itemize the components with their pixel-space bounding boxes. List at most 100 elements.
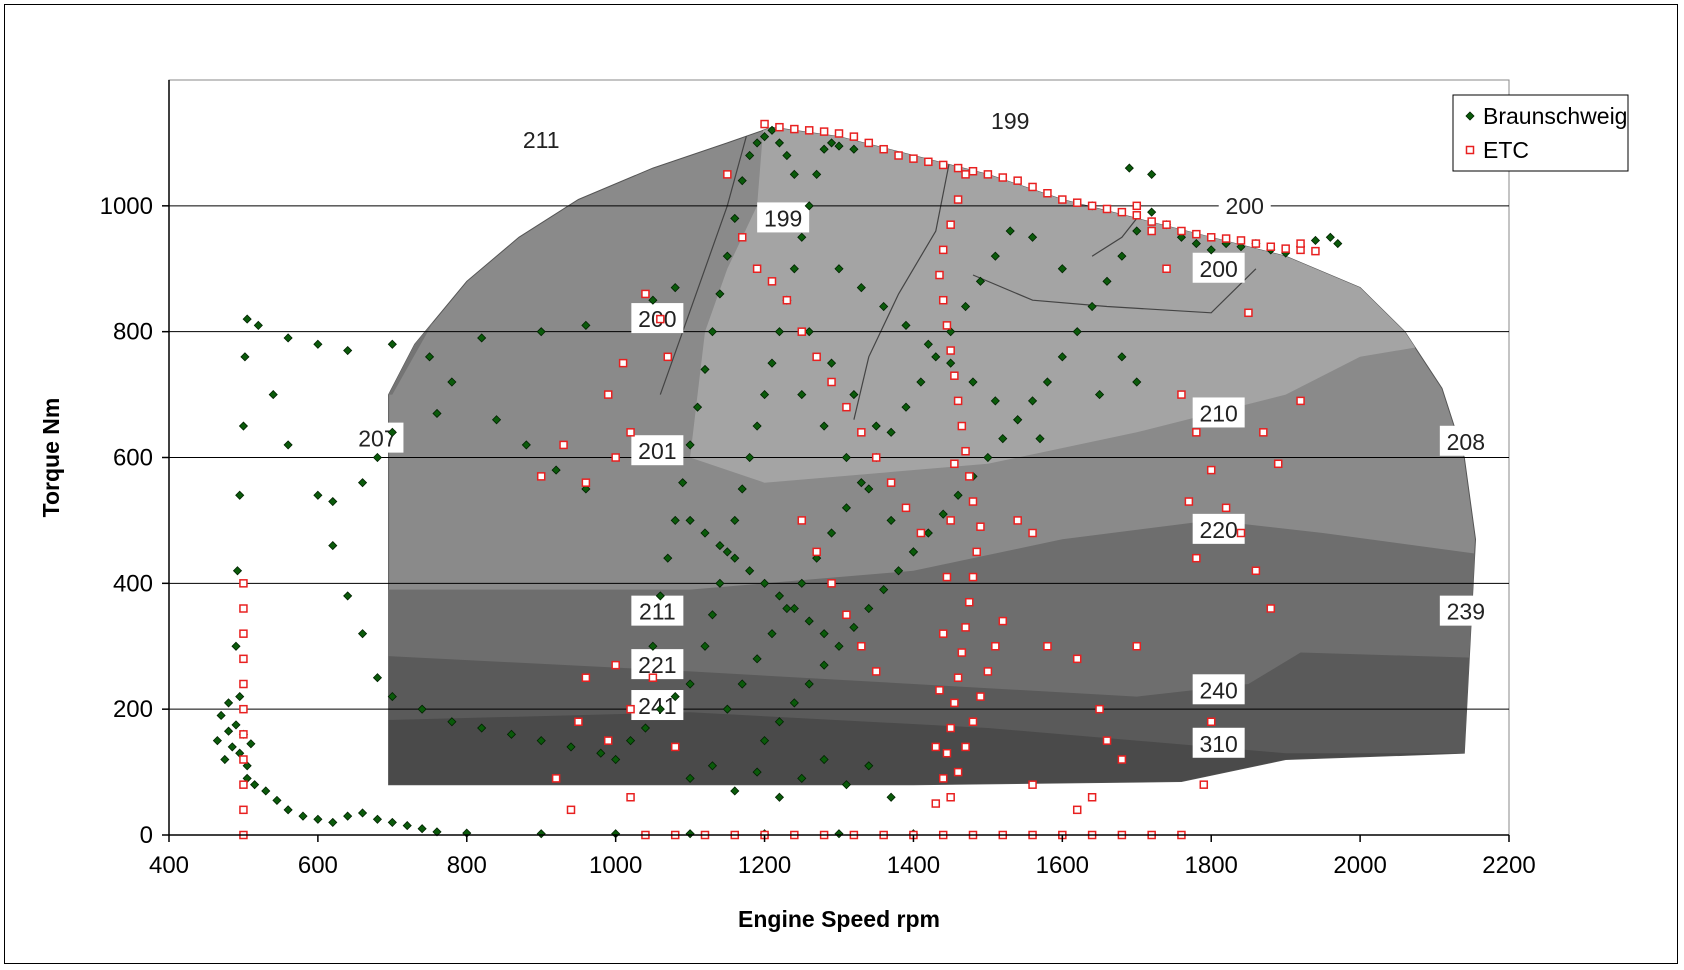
point-braunschweig <box>774 792 785 802</box>
point-braunschweig <box>700 364 710 374</box>
point-braunschweig <box>931 352 941 362</box>
point-etc <box>1147 217 1156 226</box>
point-braunschweig <box>596 748 606 758</box>
point-etc <box>797 327 807 336</box>
point-braunschweig <box>759 390 770 400</box>
point-braunschweig <box>678 478 688 488</box>
point-etc <box>239 579 248 588</box>
point-etc <box>961 742 970 752</box>
contour-label: 239 <box>1447 599 1485 625</box>
contour-label: 211 <box>523 127 560 153</box>
point-braunschweig <box>864 603 874 614</box>
point-etc <box>938 774 948 783</box>
point-braunschweig <box>581 484 591 494</box>
point-etc <box>1132 201 1142 211</box>
point-braunschweig <box>864 761 874 771</box>
point-braunschweig <box>812 553 822 563</box>
point-braunschweig <box>227 742 237 752</box>
point-braunschweig <box>960 301 971 312</box>
point-etc <box>1102 204 1112 214</box>
point-etc <box>1199 780 1209 789</box>
point-etc <box>968 717 978 726</box>
y-tick-label: 200 <box>113 696 153 723</box>
point-braunschweig <box>328 541 338 551</box>
point-braunschweig <box>372 452 383 463</box>
contour-label-box <box>1439 595 1492 626</box>
point-etc <box>976 522 985 531</box>
point-braunschweig <box>737 176 747 186</box>
point-etc <box>1132 642 1142 651</box>
point-etc <box>603 736 613 745</box>
contour-labels: 2111992002002002072082102202392403102012… <box>351 104 1492 758</box>
point-braunschweig <box>272 795 282 805</box>
point-etc <box>857 642 866 651</box>
point-braunschweig <box>685 829 695 839</box>
point-braunschweig <box>313 339 323 349</box>
point-braunschweig <box>231 720 241 730</box>
point-braunschweig <box>477 723 487 733</box>
point-braunschweig <box>841 780 852 790</box>
point-etc <box>626 428 635 437</box>
point-etc <box>938 160 948 170</box>
point-etc <box>1236 528 1246 538</box>
point-etc <box>1273 459 1283 469</box>
point-etc <box>1296 396 1305 406</box>
point-braunschweig <box>1027 396 1038 406</box>
point-braunschweig <box>1325 232 1335 242</box>
point-etc <box>239 805 248 815</box>
point-braunschweig <box>737 484 747 494</box>
x-tick-label: 1000 <box>589 852 642 879</box>
point-etc <box>626 793 635 802</box>
point-braunschweig <box>975 276 986 286</box>
point-braunschweig <box>983 452 993 463</box>
point-etc <box>239 780 248 789</box>
point-braunschweig <box>1147 207 1157 217</box>
point-etc <box>968 572 978 582</box>
point-etc <box>1177 226 1186 236</box>
point-braunschweig <box>879 585 889 595</box>
point-braunschweig <box>804 679 814 689</box>
point-braunschweig <box>856 283 866 293</box>
point-braunschweig <box>841 452 852 463</box>
point-etc <box>871 667 881 676</box>
point-etc <box>1266 242 1276 251</box>
point-etc <box>946 793 955 802</box>
point-braunschweig <box>1132 377 1142 387</box>
point-braunschweig <box>834 829 844 839</box>
point-braunschweig <box>826 358 837 368</box>
point-etc <box>946 516 955 525</box>
point-braunschweig <box>235 692 245 702</box>
point-etc <box>760 119 769 129</box>
contour-label-box <box>984 104 1037 135</box>
point-braunschweig <box>536 829 546 839</box>
point-braunschweig <box>223 726 234 736</box>
y-tick-label: 800 <box>113 319 153 346</box>
x-tick-label: 1800 <box>1185 852 1238 879</box>
x-tick-label: 1400 <box>887 852 940 879</box>
point-braunschweig <box>737 679 747 689</box>
contour-label-box <box>1192 252 1245 283</box>
point-braunschweig <box>640 723 651 733</box>
point-braunschweig <box>715 289 725 299</box>
point-braunschweig <box>1124 163 1134 173</box>
point-etc <box>1072 654 1082 664</box>
point-etc <box>812 547 821 557</box>
point-braunschweig <box>849 144 859 154</box>
point-braunschweig <box>886 515 896 525</box>
point-braunschweig <box>1042 377 1053 387</box>
point-etc <box>916 528 926 538</box>
y-tick-label: 600 <box>113 445 153 472</box>
contour-label: 220 <box>1199 517 1237 543</box>
point-braunschweig <box>767 125 777 135</box>
point-braunschweig <box>819 660 829 670</box>
point-braunschweig <box>372 673 383 683</box>
point-braunschweig <box>730 213 740 223</box>
point-braunschweig <box>834 641 844 651</box>
point-etc <box>1072 805 1082 815</box>
point-braunschweig <box>1132 226 1142 236</box>
contour-label-box <box>515 123 568 154</box>
point-braunschweig <box>536 327 546 337</box>
point-etc <box>1087 201 1097 211</box>
point-braunschweig <box>707 610 718 620</box>
point-braunschweig <box>946 327 956 337</box>
